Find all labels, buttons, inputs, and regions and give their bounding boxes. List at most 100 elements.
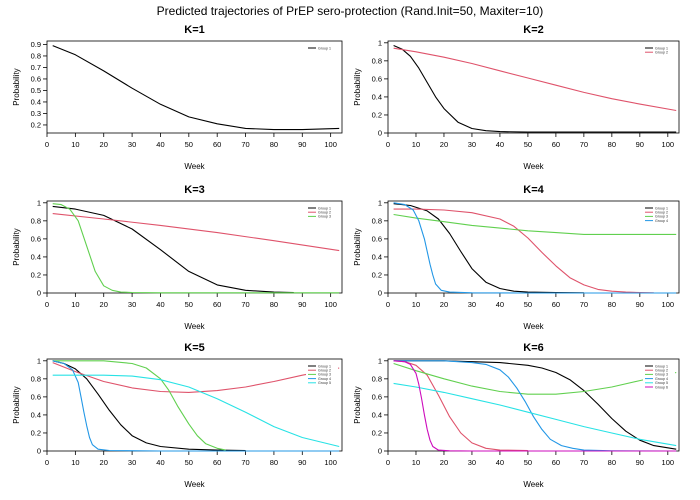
- series-line-group-3: [52, 203, 340, 294]
- x-tick-label: 80: [270, 458, 278, 467]
- x-tick-label: 30: [128, 458, 136, 467]
- series-line-group-1: [393, 44, 677, 133]
- series-line-group-1: [393, 203, 584, 294]
- series-line-group-1: [52, 205, 294, 294]
- panel-title: K=4: [523, 184, 544, 196]
- y-tick-label: 0.4: [372, 252, 382, 261]
- x-tick-label: 60: [552, 458, 560, 467]
- x-tick-label: 80: [270, 140, 278, 149]
- series-line-group-3: [393, 213, 677, 235]
- legend-label: Group 2: [318, 369, 331, 373]
- panel-2: K=2 0 10 20 30 40 50 60 70 80 90 100 0 0.2 0.4 0.6 0.8 1 W…: [353, 24, 680, 171]
- panel-6: K=6 0 10 20 30 40 50 60 70 80 90 100 0 0.2 0.4 0.6 0.8 1 W…: [353, 342, 680, 489]
- panel-title: K=5: [184, 342, 205, 354]
- x-tick-label: 70: [241, 300, 249, 309]
- panel-title: K=1: [184, 24, 205, 36]
- y-tick-label: 0.4: [372, 410, 382, 419]
- x-tick-label: 40: [496, 140, 504, 149]
- panel-4: K=4 0 10 20 30 40 50 60 70 80 90 100 0 0.2 0.4 0.6 0.8 1 W…: [353, 184, 680, 331]
- legend-label: Group 1: [318, 46, 331, 50]
- x-tick-label: 80: [608, 458, 616, 467]
- y-tick-label: 0.2: [31, 270, 41, 279]
- y-tick-label: 0.9: [31, 40, 41, 49]
- x-tick-label: 0: [386, 140, 390, 149]
- y-tick-label: 0.3: [31, 109, 41, 118]
- x-tick-label: 10: [71, 140, 79, 149]
- plot-frame: [387, 40, 680, 134]
- x-axis-label: Week: [523, 322, 544, 331]
- series-line-group-1: [393, 360, 677, 450]
- y-tick-label: 0.6: [372, 74, 382, 83]
- x-tick-label: 0: [45, 140, 49, 149]
- y-tick-label: 0.8: [31, 51, 41, 60]
- x-tick-label: 50: [185, 300, 193, 309]
- y-axis-label: Probability: [12, 68, 21, 105]
- legend-label: Group 1: [318, 364, 331, 368]
- y-tick-label: 0.2: [372, 428, 382, 437]
- x-tick-label: 90: [298, 300, 306, 309]
- x-tick-label: 100: [662, 140, 675, 149]
- plot-frame: [46, 358, 343, 452]
- y-tick-label: 0.6: [31, 392, 41, 401]
- y-tick-label: 0.8: [372, 374, 382, 383]
- x-tick-label: 90: [298, 458, 306, 467]
- x-axis-label: Week: [184, 162, 205, 171]
- series-line-group-4: [393, 360, 677, 452]
- y-tick-label: 0.6: [372, 234, 382, 243]
- y-tick-label: 0: [37, 447, 41, 456]
- x-tick-label: 50: [185, 458, 193, 467]
- y-tick-label: 1: [37, 198, 41, 207]
- legend-label: Group 3: [318, 373, 331, 377]
- legend-label: Group 5: [318, 381, 331, 385]
- figure-title: Predicted trajectories of PrEP sero-prot…: [156, 4, 544, 18]
- legend-label: Group 2: [655, 369, 668, 373]
- y-tick-label: 0.8: [31, 374, 41, 383]
- legend-label: Group 2: [655, 211, 668, 215]
- legend-label: Group 1: [318, 206, 331, 210]
- x-tick-label: 40: [156, 140, 164, 149]
- y-tick-label: 0.8: [372, 56, 382, 65]
- panel-title: K=2: [523, 24, 544, 36]
- y-tick-label: 0.8: [372, 216, 382, 225]
- legend-box: [306, 44, 338, 54]
- legend-label: Group 2: [318, 211, 331, 215]
- y-tick-label: 0: [378, 289, 382, 298]
- series-line-group-5: [52, 374, 340, 448]
- legend-label: Group 1: [655, 206, 668, 210]
- x-tick-label: 50: [185, 140, 193, 149]
- series-line-group-3: [52, 360, 226, 451]
- x-tick-label: 40: [156, 458, 164, 467]
- panel-title: K=6: [523, 342, 544, 354]
- x-tick-label: 100: [324, 300, 337, 309]
- legend-label: Group 3: [655, 373, 668, 377]
- x-tick-label: 20: [440, 300, 448, 309]
- x-tick-label: 40: [156, 300, 164, 309]
- series-line-group-5: [393, 382, 677, 447]
- plot-frame: [46, 200, 343, 294]
- x-tick-label: 50: [524, 300, 532, 309]
- x-tick-label: 70: [241, 140, 249, 149]
- x-tick-label: 100: [662, 300, 675, 309]
- x-tick-label: 100: [324, 458, 337, 467]
- x-tick-label: 50: [524, 458, 532, 467]
- y-tick-label: 0.4: [31, 97, 41, 106]
- x-tick-label: 70: [241, 458, 249, 467]
- x-tick-label: 100: [662, 458, 675, 467]
- legend-label: Group 6: [655, 385, 668, 389]
- y-tick-label: 0: [378, 129, 382, 138]
- y-tick-label: 0.7: [31, 63, 41, 72]
- x-tick-label: 10: [412, 300, 420, 309]
- x-tick-label: 10: [412, 140, 420, 149]
- legend-label: Group 1: [655, 46, 668, 50]
- x-tick-label: 30: [468, 140, 476, 149]
- x-tick-label: 0: [386, 458, 390, 467]
- series-line-group-3: [393, 362, 677, 395]
- y-tick-label: 1: [378, 198, 382, 207]
- series-line-group-1: [52, 45, 340, 131]
- y-tick-label: 1: [378, 356, 382, 365]
- y-axis-label: Probability: [353, 228, 362, 265]
- y-tick-label: 0.2: [372, 270, 382, 279]
- x-axis-label: Week: [523, 480, 544, 489]
- legend-label: Group 3: [655, 215, 668, 219]
- y-tick-label: 0.6: [31, 234, 41, 243]
